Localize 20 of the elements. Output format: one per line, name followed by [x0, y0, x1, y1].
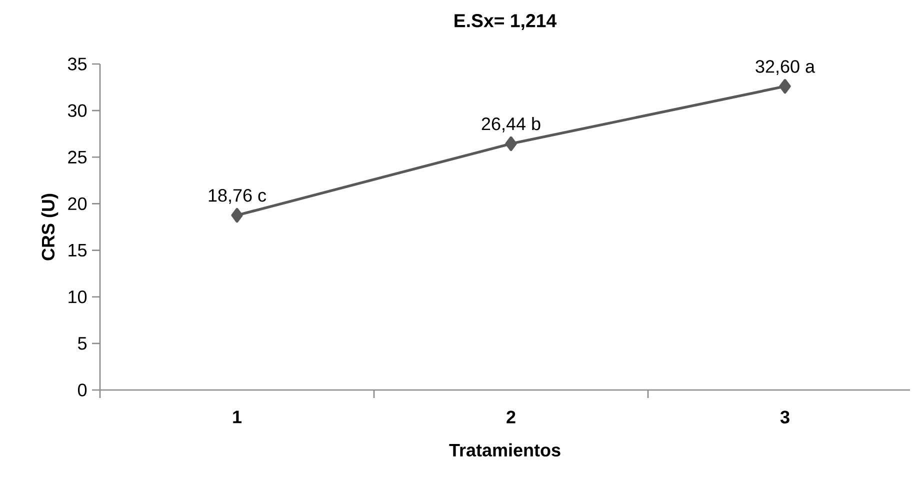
data-label: 18,76 c [208, 189, 266, 204]
point [779, 79, 791, 94]
y-tick-label: 25 [68, 150, 87, 164]
x-tick-label: 3 [780, 410, 790, 424]
x-tick-label: 2 [506, 410, 516, 424]
y-tick-label: 30 [68, 104, 87, 117]
y-axis-title: CRS (U) [41, 194, 58, 260]
chart-title: E.Sx= 1,214 [454, 14, 557, 30]
y-tick-label: 35 [68, 58, 87, 70]
data-label: 26,44 b [482, 117, 540, 132]
y-tick-label: 20 [68, 197, 87, 210]
y-tick-label: 5 [78, 337, 87, 350]
y-tick-label: 0 [78, 384, 87, 396]
data-label: 32,60 a [756, 60, 816, 75]
point [231, 208, 243, 223]
x-axis-title: Tratamientos [449, 443, 560, 457]
y-tick-label: 10 [68, 290, 87, 304]
point [505, 136, 517, 152]
y-tick-label: 15 [68, 244, 87, 257]
x-tick-label: 1 [233, 410, 242, 424]
